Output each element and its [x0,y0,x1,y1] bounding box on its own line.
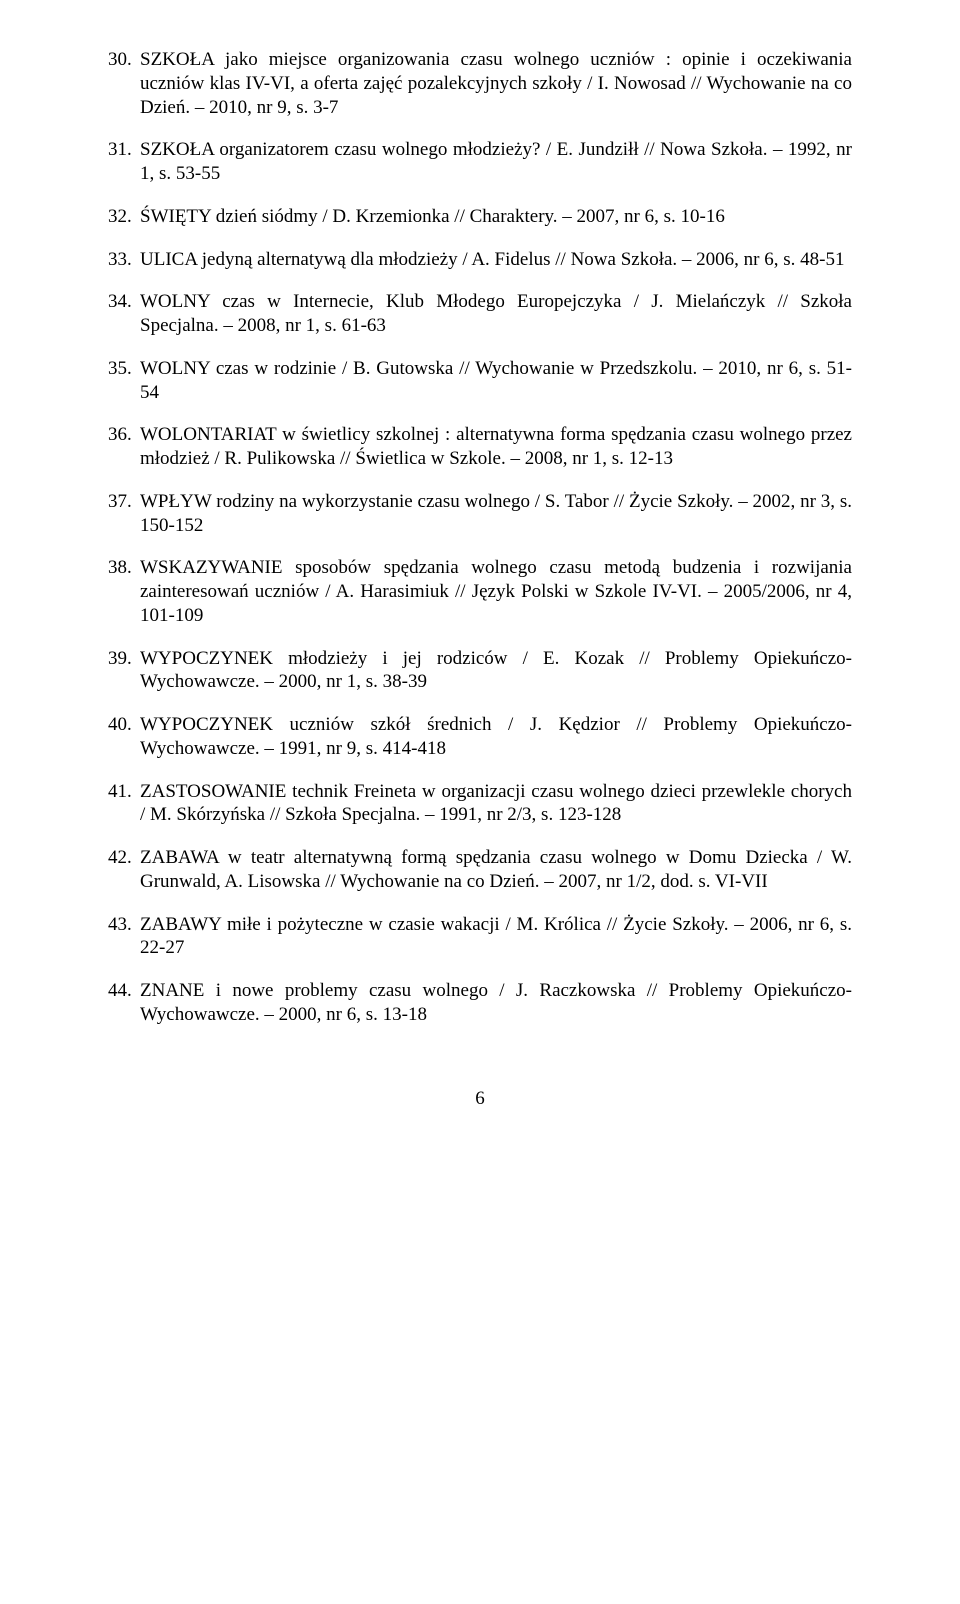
entry-number: 33. [108,248,140,272]
entry-text: SZKOŁA organizatorem czasu wolnego młodz… [140,138,852,186]
entry-text: WOLONTARIAT w świetlicy szkolnej : alter… [140,423,852,471]
bibliography-entry: 33.ULICA jedyną alternatywą dla młodzież… [108,248,852,272]
entry-number: 36. [108,423,140,471]
entry-text: WPŁYW rodziny na wykorzystanie czasu wol… [140,490,852,538]
bibliography-entry: 34.WOLNY czas w Internecie, Klub Młodego… [108,290,852,338]
bibliography-entry: 39.WYPOCZYNEK młodzieży i jej rodziców /… [108,647,852,695]
entry-number: 44. [108,979,140,1027]
entry-text: ZABAWA w teatr alternatywną formą spędza… [140,846,852,894]
entry-number: 38. [108,556,140,627]
bibliography-entry: 36.WOLONTARIAT w świetlicy szkolnej : al… [108,423,852,471]
page-number: 6 [108,1087,852,1111]
entry-number: 34. [108,290,140,338]
entry-number: 42. [108,846,140,894]
entry-number: 43. [108,913,140,961]
entry-number: 41. [108,780,140,828]
entry-text: WOLNY czas w rodzinie / B. Gutowska // W… [140,357,852,405]
entry-number: 39. [108,647,140,695]
entry-number: 32. [108,205,140,229]
entry-text: ZASTOSOWANIE technik Freineta w organiza… [140,780,852,828]
bibliography-entry: 41.ZASTOSOWANIE technik Freineta w organ… [108,780,852,828]
entry-number: 30. [108,48,140,119]
entry-text: WYPOCZYNEK młodzieży i jej rodziców / E.… [140,647,852,695]
entry-number: 37. [108,490,140,538]
bibliography-list: 30.SZKOŁA jako miejsce organizowania cza… [108,48,852,1027]
bibliography-entry: 38.WSKAZYWANIE sposobów spędzania wolneg… [108,556,852,627]
entry-text: WSKAZYWANIE sposobów spędzania wolnego c… [140,556,852,627]
entry-number: 40. [108,713,140,761]
entry-text: ULICA jedyną alternatywą dla młodzieży /… [140,248,852,272]
bibliography-entry: 31.SZKOŁA organizatorem czasu wolnego mł… [108,138,852,186]
bibliography-entry: 32.ŚWIĘTY dzień siódmy / D. Krzemionka /… [108,205,852,229]
entry-text: ZABAWY miłe i pożyteczne w czasie wakacj… [140,913,852,961]
bibliography-entry: 35.WOLNY czas w rodzinie / B. Gutowska /… [108,357,852,405]
entry-number: 31. [108,138,140,186]
entry-text: SZKOŁA jako miejsce organizowania czasu … [140,48,852,119]
bibliography-entry: 30.SZKOŁA jako miejsce organizowania cza… [108,48,852,119]
bibliography-entry: 44.ZNANE i nowe problemy czasu wolnego /… [108,979,852,1027]
bibliography-entry: 42.ZABAWA w teatr alternatywną formą spę… [108,846,852,894]
bibliography-entry: 37.WPŁYW rodziny na wykorzystanie czasu … [108,490,852,538]
entry-text: WYPOCZYNEK uczniów szkół średnich / J. K… [140,713,852,761]
entry-text: ŚWIĘTY dzień siódmy / D. Krzemionka // C… [140,205,852,229]
entry-number: 35. [108,357,140,405]
entry-text: WOLNY czas w Internecie, Klub Młodego Eu… [140,290,852,338]
bibliography-entry: 40.WYPOCZYNEK uczniów szkół średnich / J… [108,713,852,761]
bibliography-entry: 43.ZABAWY miłe i pożyteczne w czasie wak… [108,913,852,961]
entry-text: ZNANE i nowe problemy czasu wolnego / J.… [140,979,852,1027]
